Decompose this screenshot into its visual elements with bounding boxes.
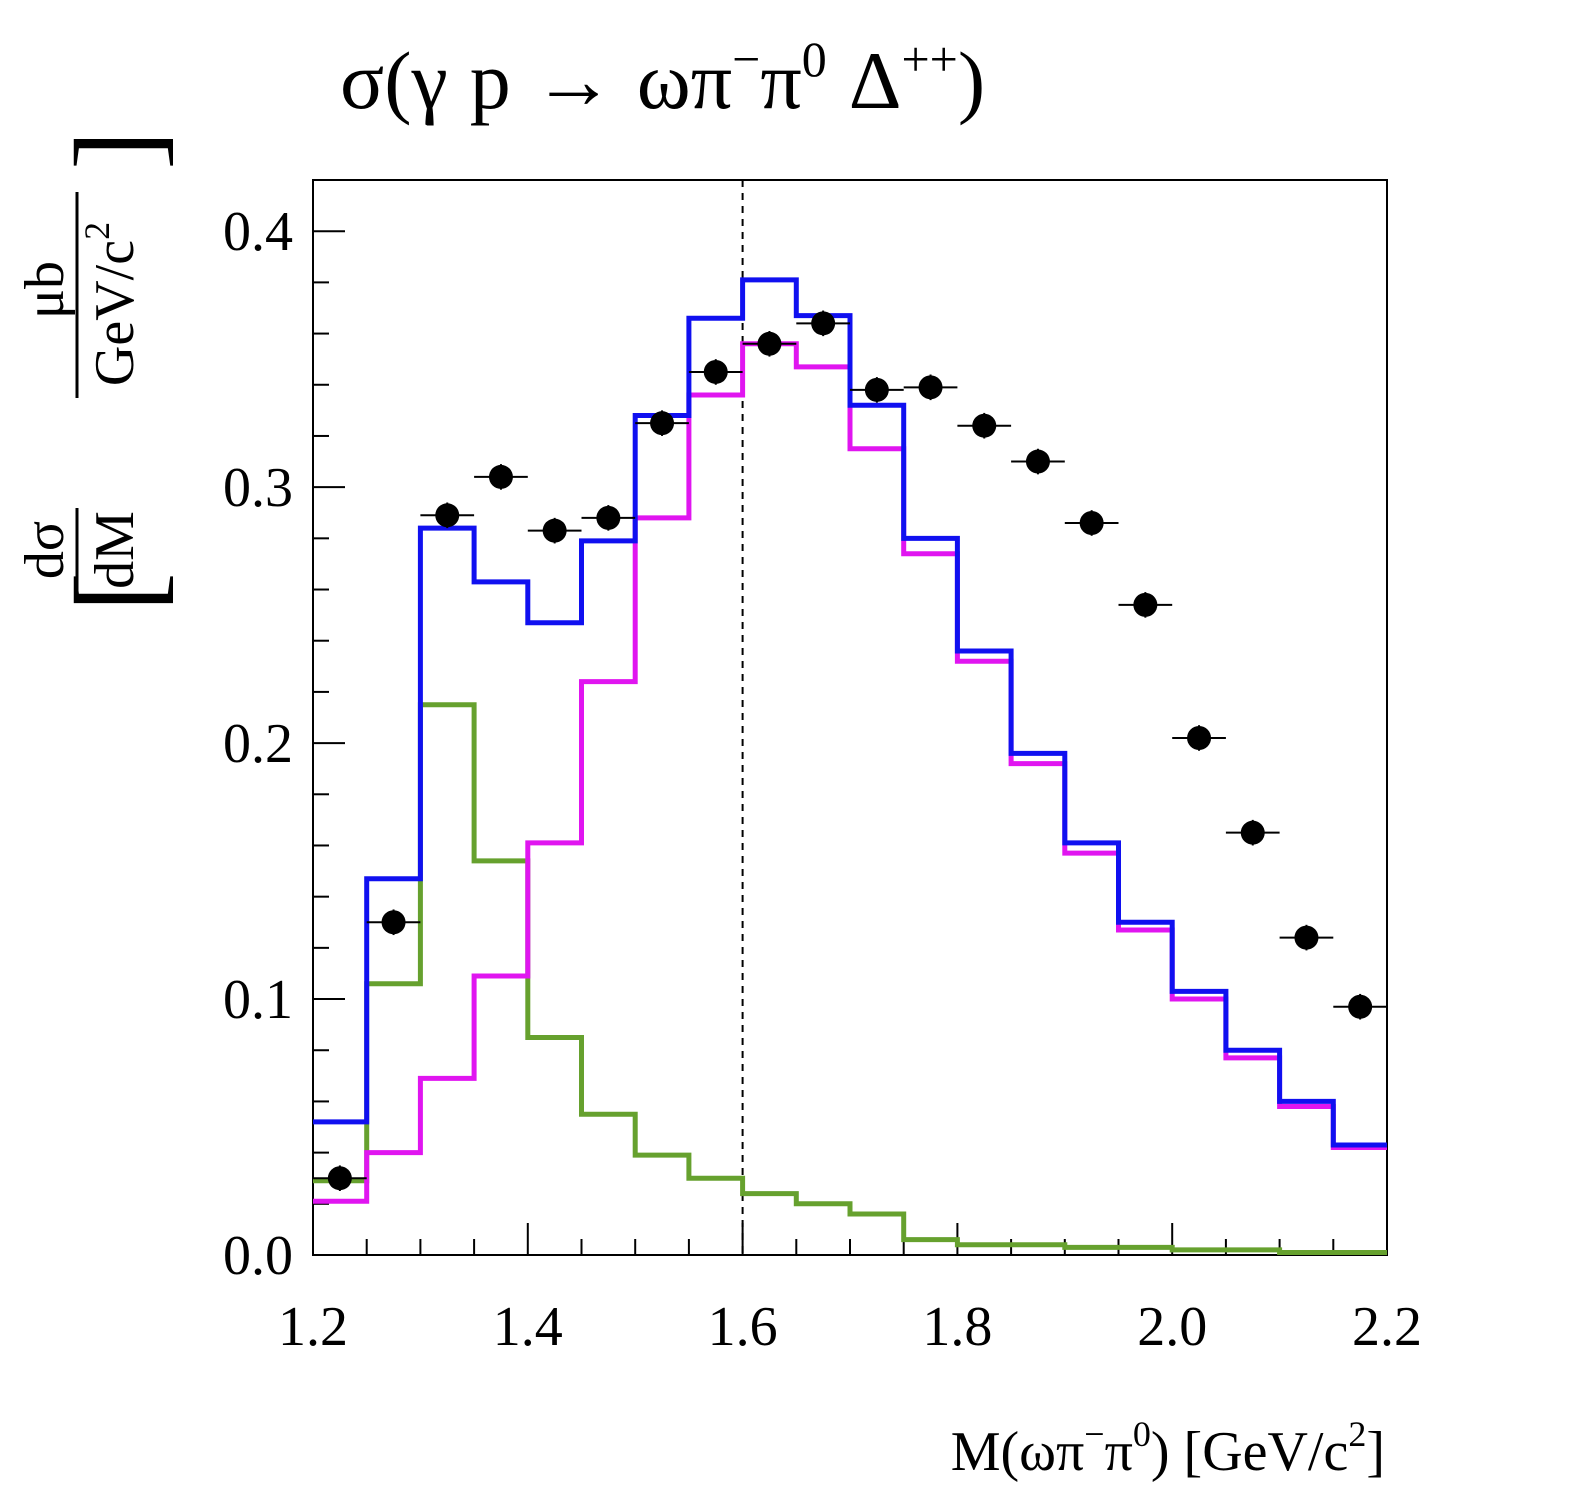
data-point: [474, 464, 528, 490]
data-point: [742, 331, 797, 357]
data-point-marker: [650, 411, 675, 436]
x-tick-label: 1.4: [493, 1296, 563, 1358]
data-point-marker: [1133, 592, 1158, 617]
y-label-unit-numerator: μb: [14, 261, 76, 319]
y-label-bracket-close: ]: [50, 130, 183, 170]
y-tick-label: 0.1: [223, 969, 293, 1031]
data-point: [903, 374, 958, 401]
step-series-2: [313, 277, 1387, 1148]
data-point-marker: [918, 375, 943, 400]
data-point-marker: [757, 331, 782, 356]
step-series-1: [313, 341, 1387, 1204]
y-tick-label: 0.0: [223, 1225, 293, 1287]
y-label-numerator: dσ: [14, 521, 76, 579]
y-label-bracket-open: [: [50, 572, 183, 612]
data-point: [527, 517, 582, 544]
data-point-marker: [1079, 510, 1104, 535]
data-point-marker: [596, 505, 621, 530]
data-point: [1011, 448, 1065, 475]
x-axis-label: M(ωπ−π0) [GeV/c2]: [951, 1414, 1385, 1483]
data-point-marker: [703, 359, 728, 384]
data-point-marker: [1187, 725, 1212, 750]
data-point: [1118, 592, 1173, 618]
x-tick-label: 1.6: [708, 1296, 778, 1358]
data-point: [366, 909, 421, 936]
x-tick-label: 2.0: [1137, 1296, 1207, 1358]
y-axis-label: dσ dM [ μb GeV/c2 ]: [14, 130, 183, 612]
y-tick-label: 0.3: [223, 457, 293, 519]
data-point-marker: [1348, 994, 1373, 1019]
data-point: [1064, 510, 1119, 536]
data-point-marker: [381, 910, 406, 935]
data-point: [1279, 924, 1334, 951]
data-point: [957, 412, 1012, 439]
data-point: [1172, 725, 1226, 751]
data-point-marker: [488, 464, 513, 489]
data-point: [796, 310, 850, 337]
data-point: [688, 359, 743, 385]
step-series-0: [313, 702, 1387, 1255]
data-point-marker: [972, 413, 997, 438]
data-point-marker: [811, 311, 836, 336]
x-tick-label: 2.2: [1352, 1296, 1422, 1358]
data-point-marker: [864, 377, 889, 402]
x-tick-label: 1.2: [278, 1296, 348, 1358]
data-point-marker: [1240, 820, 1265, 845]
data-point: [581, 505, 636, 531]
data-point: [420, 502, 475, 529]
data-point: [313, 1165, 367, 1192]
data-point: [850, 377, 904, 403]
chart-title: σ(γ p → ωπ−π0 Δ++): [340, 31, 985, 126]
axis-tick-labels: 1.2 1.4 1.6 1.8 2.0 2.2 0.0 0.1 0.2 0.3 0.4: [223, 201, 1422, 1358]
y-label-denominator: dM: [84, 511, 146, 589]
data-point: [1333, 993, 1387, 1020]
data-point-marker: [435, 503, 460, 528]
x-tick-label: 1.8: [922, 1296, 992, 1358]
data-point-marker: [1294, 925, 1319, 950]
series-layer: [313, 180, 1387, 1255]
data-point: [1225, 819, 1280, 846]
data-point-marker: [327, 1166, 352, 1191]
data-point-marker: [542, 518, 567, 543]
y-label-unit-denominator: GeV/c2: [77, 222, 146, 386]
data-point: [635, 410, 689, 436]
y-tick-label: 0.4: [223, 201, 293, 263]
data-point-marker: [1025, 449, 1050, 474]
y-tick-label: 0.2: [223, 713, 293, 775]
